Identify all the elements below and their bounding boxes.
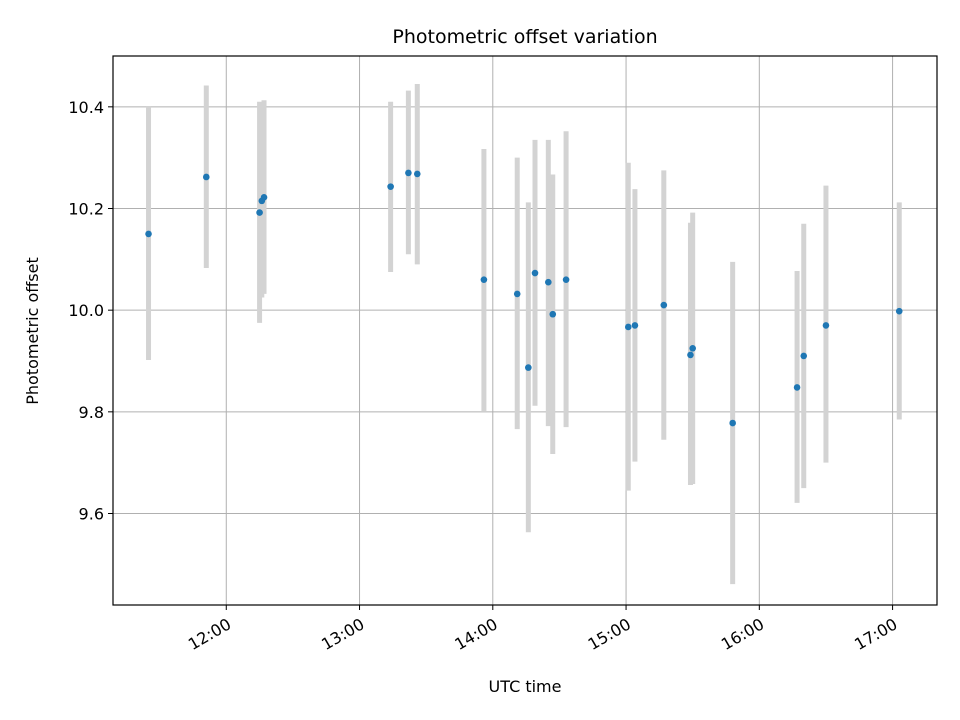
- data-point: [413, 170, 421, 178]
- data-point: [562, 276, 570, 283]
- data-point: [800, 352, 808, 360]
- y-tick-label: 9.8: [79, 403, 104, 422]
- y-axis-label: Photometric offset: [23, 257, 42, 405]
- y-tick-label: 10.2: [68, 200, 104, 219]
- data-point: [525, 364, 532, 371]
- y-tick-label: 10.0: [68, 301, 104, 320]
- data-point: [260, 194, 268, 201]
- data-point: [660, 301, 668, 309]
- x-axis-label: UTC time: [489, 677, 562, 696]
- data-point: [793, 384, 801, 391]
- data-point: [256, 209, 263, 216]
- y-tick-label: 10.4: [68, 98, 104, 117]
- y-tick-label: 9.6: [79, 505, 104, 524]
- data-point: [895, 307, 903, 315]
- data-point: [687, 351, 694, 359]
- data-point: [480, 276, 488, 283]
- chart-title: Photometric offset variation: [392, 26, 657, 48]
- data-point: [822, 322, 830, 329]
- data-point: [145, 230, 152, 238]
- data-point: [624, 323, 632, 331]
- data-point: [202, 173, 210, 181]
- data-point: [531, 269, 539, 277]
- data-point: [513, 290, 521, 298]
- data-point: [549, 310, 557, 318]
- data-point: [729, 419, 736, 427]
- data-points: [145, 169, 903, 427]
- data-point: [405, 169, 412, 177]
- data-point: [545, 278, 552, 286]
- plot-frame: [112, 55, 938, 606]
- data-point: [387, 183, 394, 190]
- data-point: [689, 344, 696, 352]
- grid-lines: [113, 56, 937, 605]
- data-point: [631, 322, 639, 329]
- y-axis-ticks: 9.6 9.8 10.0 10.2 10.4: [68, 98, 113, 524]
